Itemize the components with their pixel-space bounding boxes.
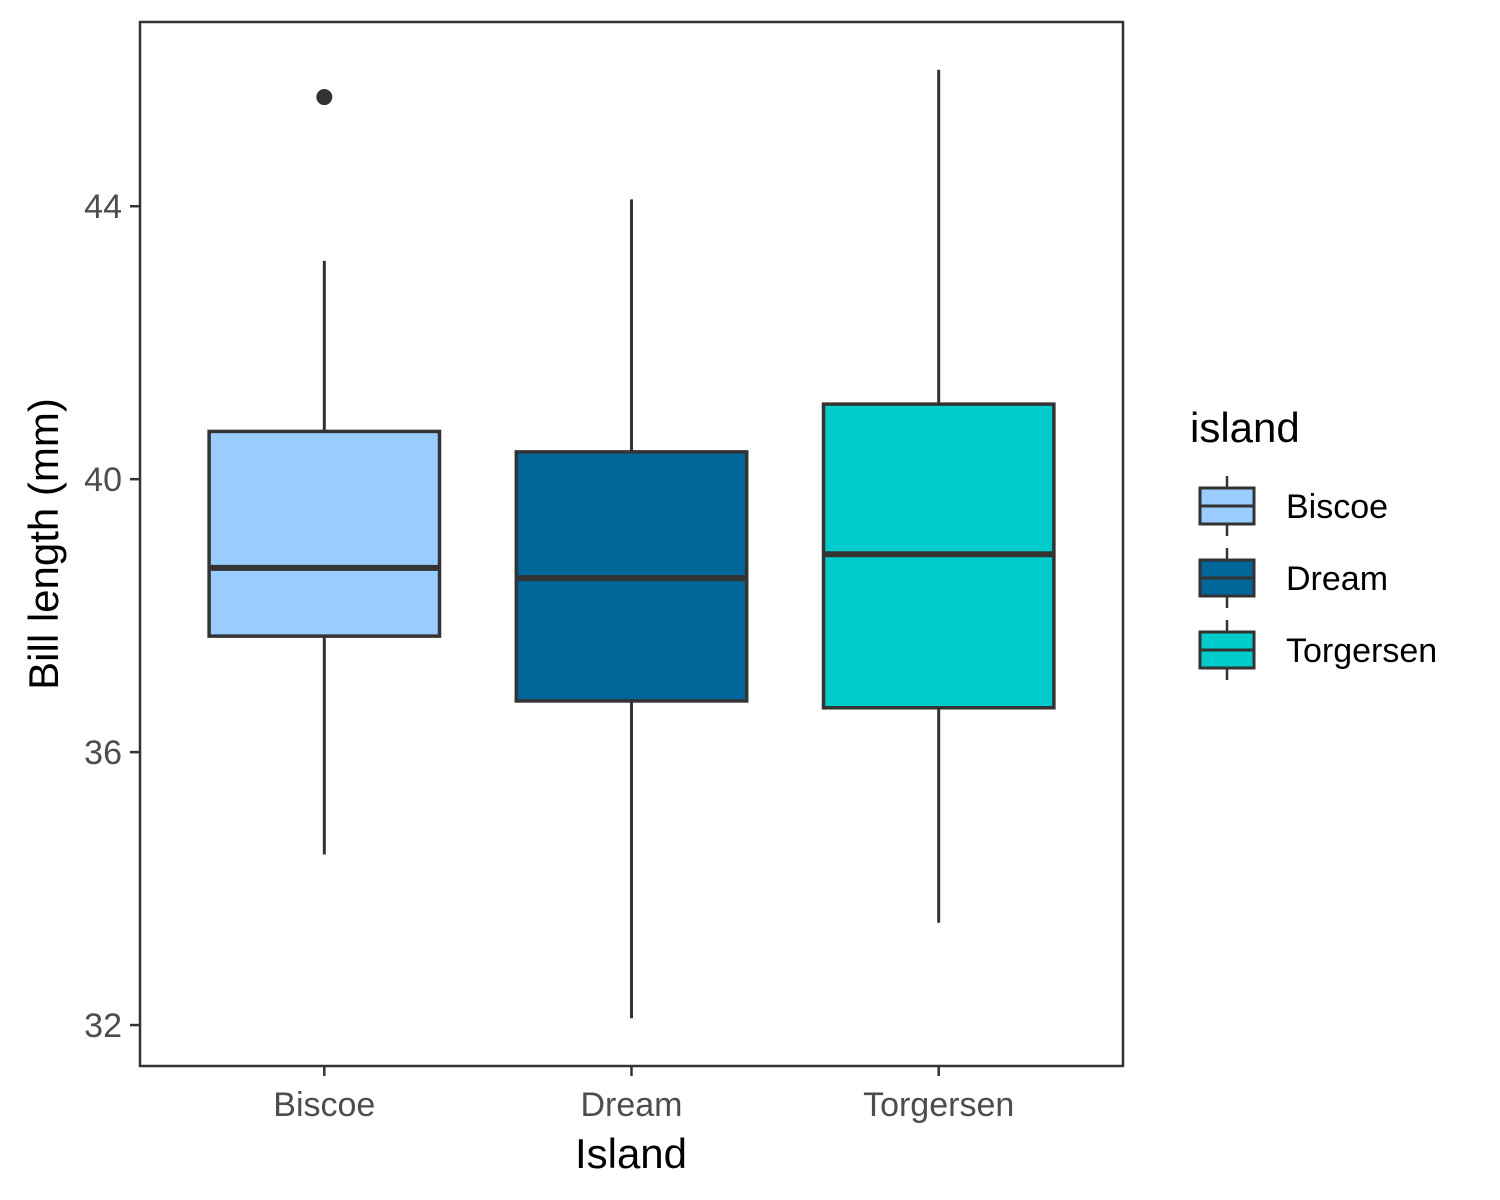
legend-label: Biscoe: [1286, 488, 1388, 526]
y-axis-title: Bill length (mm): [20, 398, 67, 690]
outlier-point: [316, 89, 333, 106]
legend-title: island: [1190, 404, 1300, 451]
box-dream: [514, 199, 749, 1019]
legend-entry-torgersen: Torgersen: [1198, 620, 1437, 680]
y-tick-label: 32: [84, 1007, 122, 1045]
legend: island Biscoe Dream Torgersen: [1190, 404, 1437, 680]
legend-entry-dream: Dream: [1198, 548, 1388, 608]
box-biscoe: [207, 89, 442, 855]
box-torgersen: [821, 69, 1056, 923]
legend-label: Torgersen: [1286, 632, 1437, 670]
y-tick-label: 36: [84, 734, 122, 772]
legend-entry-biscoe: Biscoe: [1198, 476, 1388, 536]
boxes-layer: [207, 69, 1056, 1019]
y-tick-label: 40: [84, 461, 122, 499]
legend-label: Dream: [1286, 560, 1388, 598]
y-tick-label: 44: [84, 188, 122, 226]
x-tick-label: Dream: [580, 1086, 682, 1124]
x-tick-label: Torgersen: [863, 1086, 1014, 1124]
x-axis-title: Island: [575, 1130, 687, 1177]
y-axis: 32 36 40 44: [84, 188, 140, 1045]
x-axis: Biscoe Dream Torgersen: [273, 1066, 1014, 1124]
x-tick-label: Biscoe: [273, 1086, 375, 1124]
box-iqr: [207, 429, 442, 638]
